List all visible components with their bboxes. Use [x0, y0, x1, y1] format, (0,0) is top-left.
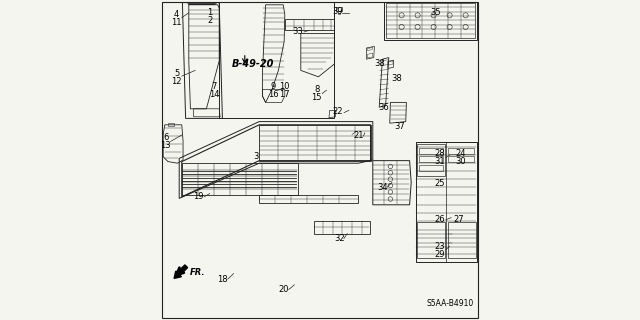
Text: 39: 39	[332, 7, 343, 16]
Bar	[419, 165, 444, 171]
Text: 31: 31	[435, 157, 445, 166]
Bar	[417, 222, 445, 258]
Text: 2: 2	[207, 16, 212, 25]
Text: 16: 16	[268, 90, 279, 99]
Text: 20: 20	[278, 285, 289, 294]
Text: S5AA-B4910: S5AA-B4910	[426, 299, 474, 308]
Text: 14: 14	[209, 90, 220, 99]
Text: 23: 23	[435, 242, 445, 251]
Text: 1: 1	[207, 8, 212, 17]
Text: 13: 13	[161, 141, 171, 150]
Text: 34: 34	[377, 183, 388, 192]
Text: 22: 22	[332, 108, 343, 116]
Text: 21: 21	[353, 132, 364, 140]
Text: 25: 25	[435, 179, 445, 188]
Text: 4: 4	[173, 10, 179, 19]
Text: 5: 5	[174, 69, 179, 78]
Text: FR.: FR.	[189, 268, 205, 277]
Bar	[419, 156, 444, 162]
Bar	[448, 148, 474, 154]
Text: 36: 36	[379, 103, 389, 112]
Text: 38: 38	[392, 74, 402, 83]
Text: 7: 7	[212, 82, 217, 91]
Text: 9: 9	[271, 82, 276, 91]
Text: 29: 29	[435, 250, 445, 259]
Text: 15: 15	[312, 93, 322, 102]
Text: 8: 8	[314, 85, 319, 94]
Text: 12: 12	[172, 77, 182, 86]
Text: 38: 38	[374, 60, 385, 68]
Text: 17: 17	[280, 90, 290, 99]
Text: 33: 33	[292, 28, 303, 36]
Text: 26: 26	[435, 215, 445, 224]
Bar	[448, 156, 474, 162]
Bar	[448, 222, 476, 258]
Text: 27: 27	[454, 215, 465, 224]
Text: 35: 35	[430, 8, 440, 17]
Text: 28: 28	[435, 149, 445, 158]
Text: 10: 10	[280, 82, 290, 91]
Text: 32: 32	[334, 234, 344, 243]
Text: 6: 6	[163, 133, 168, 142]
FancyArrow shape	[174, 265, 188, 278]
Text: 11: 11	[171, 18, 181, 27]
Text: 37: 37	[395, 122, 405, 131]
Text: 19: 19	[193, 192, 204, 201]
Text: 18: 18	[217, 275, 228, 284]
Text: 30: 30	[456, 157, 466, 166]
Bar	[419, 148, 444, 154]
Text: 24: 24	[456, 149, 466, 158]
Text: 3: 3	[253, 152, 259, 161]
Text: B-49-20: B-49-20	[232, 59, 274, 69]
